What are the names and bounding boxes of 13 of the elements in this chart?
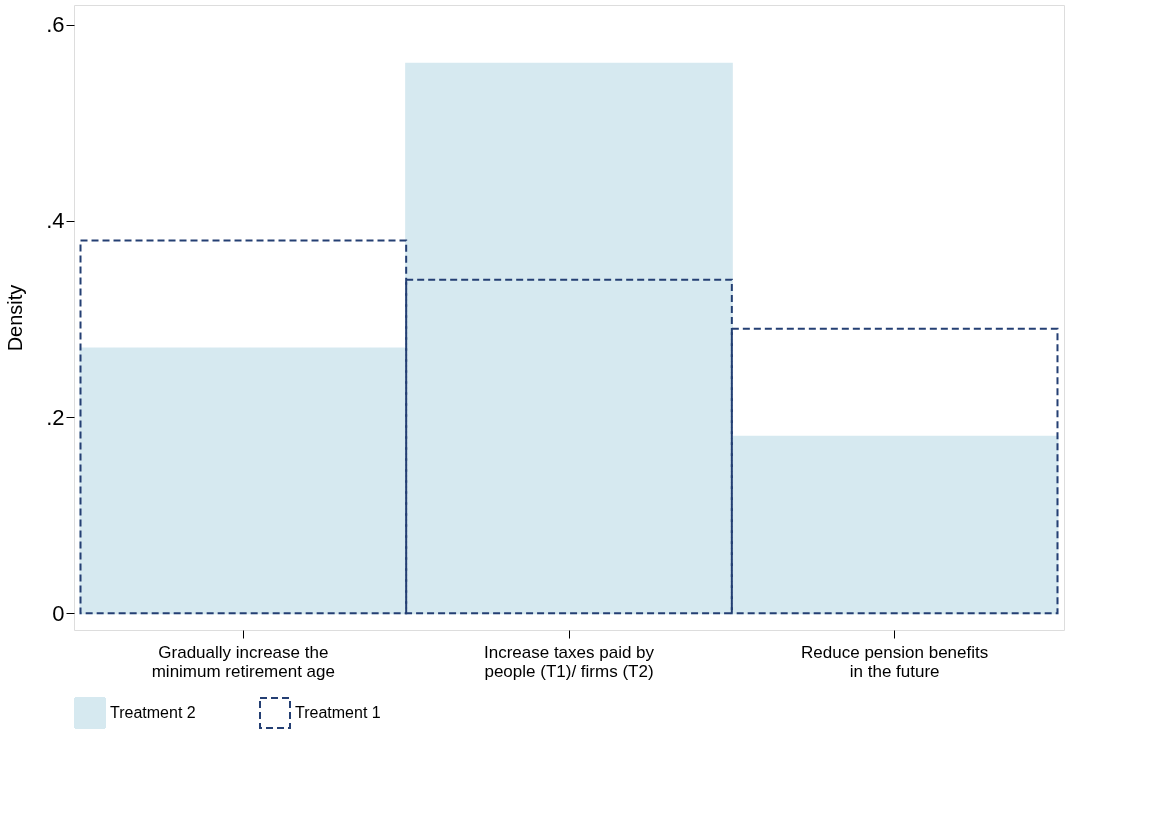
- x-tick-label: Increase taxes paid by people (T1)/ firms (T2): [483, 642, 655, 681]
- y-axis-title: Density: [4, 284, 27, 352]
- y-tick-label: 0: [52, 600, 65, 626]
- y-tick-label: .2: [46, 404, 65, 430]
- bar: [405, 62, 733, 615]
- bar: [79, 347, 408, 615]
- y-tick-label: .6: [46, 12, 65, 38]
- x-tick-label: Gradually increase the minimum retirement age: [151, 642, 335, 681]
- y-tick-label: .4: [46, 208, 65, 234]
- legend-label: Treatment 2: [110, 704, 196, 721]
- bar: [730, 435, 1059, 615]
- legend-label: Treatment 1: [295, 704, 381, 721]
- x-tick-label: Reduce pension benefits in the future: [801, 642, 989, 681]
